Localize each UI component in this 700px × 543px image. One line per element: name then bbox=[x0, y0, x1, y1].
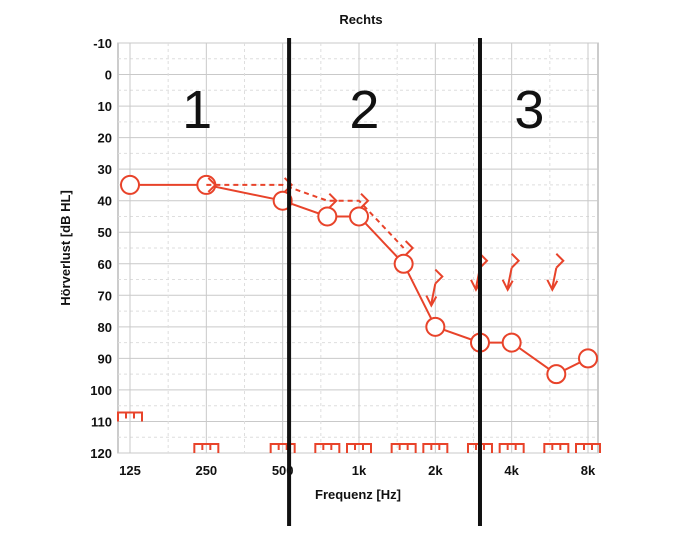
bracket-mark bbox=[479, 253, 489, 269]
bracket-mark bbox=[328, 192, 338, 209]
masking-mark bbox=[390, 443, 417, 453]
y-axis-label: Hörverlust [dB HL] bbox=[58, 190, 73, 306]
y-tick-label: 100 bbox=[90, 383, 112, 398]
arrow-shaft bbox=[430, 283, 437, 304]
bracket-bottom-mark bbox=[575, 443, 601, 453]
air-conduction-point bbox=[317, 206, 338, 227]
bracket-mark bbox=[207, 177, 217, 193]
masking-mark bbox=[314, 443, 341, 453]
masking-mark bbox=[269, 443, 296, 453]
bracket-mark bbox=[434, 268, 444, 285]
region-label: 3 bbox=[514, 80, 544, 140]
bracket-bottom-mark bbox=[314, 443, 341, 453]
y-tick-label: 0 bbox=[105, 68, 112, 83]
masking-mark bbox=[346, 443, 372, 453]
masking-mark bbox=[117, 411, 143, 422]
no-response-point bbox=[425, 268, 444, 308]
air-conduction-point bbox=[578, 348, 598, 369]
region-dividers bbox=[287, 38, 482, 526]
air-conduction-point bbox=[120, 174, 140, 195]
y-tick-label: 80 bbox=[98, 320, 112, 335]
y-tick-label: 90 bbox=[98, 351, 112, 366]
bracket-mark bbox=[283, 177, 294, 193]
bracket-bottom-mark bbox=[193, 443, 220, 453]
bracket-bottom-mark bbox=[422, 443, 449, 453]
bracket-mark bbox=[555, 253, 565, 269]
air-conduction-point bbox=[349, 206, 369, 227]
y-axis-ticks: -10 0 10 20 30 40 50 60 70 80 90 100 110 120 bbox=[90, 36, 112, 461]
arrow-head bbox=[546, 279, 559, 292]
masking-mark bbox=[498, 443, 525, 453]
y-tick-label: 110 bbox=[91, 414, 112, 429]
bracket-bottom-mark bbox=[390, 443, 417, 453]
x-tick-label: 4k bbox=[504, 463, 519, 478]
bracket-bottom-mark bbox=[117, 411, 143, 422]
bracket-bottom-mark bbox=[269, 443, 296, 453]
bone-conduction-point bbox=[207, 177, 217, 193]
region-labels: 1 2 3 bbox=[182, 80, 544, 140]
bone-conduction-point bbox=[404, 240, 415, 256]
bone-conduction-point bbox=[283, 177, 294, 193]
bracket-bottom-mark bbox=[543, 443, 570, 453]
bracket-mark bbox=[404, 240, 415, 256]
x-axis-label: Frequenz [Hz] bbox=[315, 487, 401, 502]
y-tick-label: 50 bbox=[98, 225, 112, 240]
chart-title: Rechts bbox=[339, 12, 382, 27]
y-tick-label: 60 bbox=[98, 257, 112, 272]
masking-mark bbox=[575, 443, 601, 453]
x-tick-label: 250 bbox=[195, 463, 217, 478]
arrow-shaft bbox=[506, 267, 513, 288]
y-tick-label: 40 bbox=[98, 194, 112, 209]
y-tick-label: 70 bbox=[98, 288, 112, 303]
x-tick-label: 8k bbox=[581, 463, 596, 478]
air-conduction-point bbox=[546, 364, 567, 385]
region-label: 1 bbox=[182, 80, 212, 140]
air-conduction-point bbox=[393, 253, 414, 274]
y-tick-label: -10 bbox=[93, 36, 112, 51]
bracket-mark bbox=[360, 192, 370, 209]
series-layer bbox=[117, 174, 601, 453]
region-label: 2 bbox=[349, 80, 379, 140]
bracket-bottom-mark bbox=[498, 443, 525, 453]
x-axis-ticks: 125 250 500 1k 2k 4k 8k bbox=[119, 463, 596, 478]
masking-mark bbox=[422, 443, 449, 453]
x-tick-label: 1k bbox=[352, 463, 367, 478]
arrow-head bbox=[425, 295, 438, 308]
y-tick-label: 10 bbox=[98, 99, 112, 114]
masking-mark bbox=[193, 443, 220, 453]
y-tick-label: 20 bbox=[98, 131, 112, 146]
y-tick-label: 30 bbox=[98, 162, 112, 177]
bone-conduction-point bbox=[328, 192, 338, 209]
y-tick-label: 120 bbox=[90, 446, 112, 461]
bracket-bottom-mark bbox=[346, 443, 372, 453]
masking-mark bbox=[543, 443, 570, 453]
arrow-head bbox=[501, 279, 514, 292]
grid bbox=[118, 42, 598, 454]
x-tick-label: 125 bbox=[119, 463, 141, 478]
bracket-mark bbox=[510, 253, 521, 269]
air-conduction-point bbox=[425, 316, 446, 337]
air-conduction-point bbox=[501, 332, 522, 353]
bone-conduction-point bbox=[360, 192, 370, 209]
no-response-point bbox=[546, 253, 565, 292]
x-tick-label: 2k bbox=[428, 463, 443, 478]
no-response-point bbox=[501, 253, 521, 292]
arrow-shaft bbox=[551, 267, 558, 288]
